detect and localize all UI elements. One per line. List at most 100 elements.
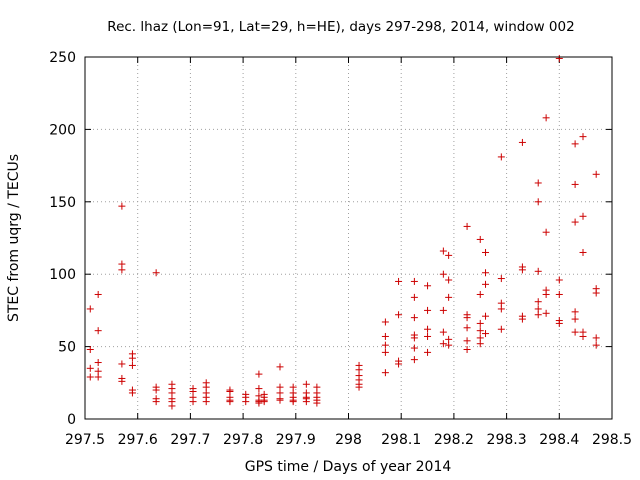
data-point [439,328,447,336]
data-point [579,133,587,141]
data-point [381,332,389,340]
data-point [534,198,542,206]
data-point [592,289,600,297]
data-point [302,380,310,388]
data-point [534,311,542,319]
data-point [579,248,587,256]
data-point [168,402,176,410]
x-tick-labels: 297.5 297.6 297.7 297.8 297.9 298 298.1 298.2 29… [65,432,632,448]
data-point [463,324,471,332]
data-point [410,344,418,352]
data-points [86,54,600,410]
data-point [128,361,136,369]
data-point [118,377,126,385]
data-point [439,340,447,348]
y-tick-label: 0 [67,412,76,428]
data-point [482,312,490,320]
data-point [542,309,550,317]
data-point [86,345,94,353]
data-point [118,202,126,210]
data-point [313,399,321,407]
data-point [395,311,403,319]
data-point [395,277,403,285]
data-point [542,290,550,298]
data-point [94,373,102,381]
data-point [289,398,297,406]
y-tick-label: 100 [49,267,76,283]
data-point [592,170,600,178]
data-point [555,319,563,327]
data-point [534,179,542,187]
x-tick-label: 297.9 [276,432,316,448]
data-point [410,356,418,364]
data-point [202,398,210,406]
data-point [555,290,563,298]
data-point [276,363,284,371]
data-point [128,354,136,362]
data-point [410,293,418,301]
data-point [571,218,579,226]
data-point [118,360,126,368]
data-point [482,248,490,256]
data-point [497,305,505,313]
data-point [255,370,263,378]
data-point [86,305,94,313]
data-point [482,269,490,277]
y-tick-label: 150 [49,195,76,211]
data-point [592,334,600,342]
data-point [571,308,579,316]
chart-title: Rec. lhaz (Lon=91, Lat=29, h=HE), days 2… [107,19,574,35]
data-point [152,398,160,406]
data-point [518,266,526,274]
data-point [571,140,579,148]
data-point [571,328,579,336]
data-point [260,398,268,406]
data-point [424,348,432,356]
data-point [118,266,126,274]
data-point [242,398,250,406]
data-point [128,389,136,397]
x-tick-label: 297.8 [223,432,263,448]
x-tick-label: 298.2 [434,432,474,448]
data-point [497,153,505,161]
x-tick-label: 298.3 [487,432,527,448]
data-point [381,369,389,377]
data-point [381,318,389,326]
x-tick-label: 298.1 [381,432,421,448]
data-point [381,341,389,349]
data-point [579,212,587,220]
data-point [395,360,403,368]
data-point [439,247,447,255]
data-point [445,293,453,301]
data-point [555,54,563,62]
data-point [255,385,263,393]
data-point [542,228,550,236]
data-point [86,364,94,372]
data-point [424,325,432,333]
data-point [592,341,600,349]
data-point [482,330,490,338]
data-point [445,251,453,259]
x-tick-label: 297.6 [118,432,158,448]
data-point [463,314,471,322]
data-point [381,348,389,356]
data-point [476,327,484,335]
data-point [476,340,484,348]
data-point [482,280,490,288]
data-point [571,180,579,188]
y-axis-title: STEC from uqrg / TECUs [6,154,22,322]
data-point [476,235,484,243]
x-tick-label: 297.5 [65,432,105,448]
data-point [571,315,579,323]
data-point [424,332,432,340]
data-point [518,138,526,146]
data-point [497,325,505,333]
data-point [226,398,234,406]
y-tick-labels: 0 50 100 150 200 250 [49,50,76,428]
data-point [189,398,197,406]
data-point [463,345,471,353]
data-point [463,222,471,230]
data-point [410,334,418,342]
data-point [410,314,418,322]
